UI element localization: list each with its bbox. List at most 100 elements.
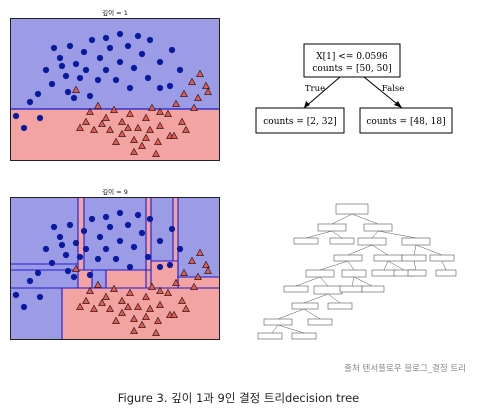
point-class-1	[194, 272, 202, 280]
tree-leaf-left	[255, 107, 345, 134]
point-class-1	[130, 135, 138, 143]
plot-title-depth-9: 깊이 = 9	[102, 188, 128, 196]
point-class-0	[42, 66, 50, 74]
point-class-0	[96, 233, 104, 241]
point-class-0	[26, 98, 34, 106]
scatter-plot-depth-9	[10, 197, 220, 340]
point-class-1	[102, 292, 110, 300]
point-class-1	[148, 282, 156, 290]
point-class-1	[82, 117, 90, 125]
point-class-0	[134, 211, 142, 219]
point-class-1	[172, 99, 180, 107]
point-class-1	[190, 282, 198, 290]
point-class-0	[20, 303, 28, 311]
point-class-1	[152, 149, 160, 157]
point-class-1	[112, 137, 120, 145]
point-class-0	[124, 42, 132, 50]
point-class-1	[156, 121, 164, 129]
point-class-1	[188, 256, 196, 264]
point-class-1	[118, 129, 126, 137]
point-class-1	[76, 302, 84, 310]
point-class-1	[170, 131, 178, 139]
point-class-0	[62, 72, 70, 80]
point-class-1	[194, 93, 202, 101]
point-class-1	[190, 103, 198, 111]
point-class-1	[182, 125, 190, 133]
point-class-1	[196, 69, 204, 77]
point-class-0	[70, 94, 78, 102]
point-class-0	[50, 223, 58, 231]
point-class-0	[48, 80, 56, 88]
point-class-1	[154, 137, 162, 145]
point-class-1	[164, 288, 172, 296]
point-class-1	[130, 326, 138, 334]
scatter-plot-depth-1	[10, 18, 220, 161]
point-class-1	[142, 292, 150, 300]
point-class-0	[50, 44, 58, 52]
point-class-0	[88, 215, 96, 223]
point-class-1	[76, 123, 84, 131]
tree-root-node	[303, 43, 401, 78]
point-class-0	[76, 74, 84, 82]
point-class-1	[130, 147, 138, 155]
point-class-1	[98, 298, 106, 306]
plot-frame	[10, 18, 220, 161]
point-class-0	[130, 64, 138, 72]
point-class-0	[66, 42, 74, 50]
point-class-1	[134, 302, 142, 310]
point-class-0	[58, 62, 66, 70]
point-class-1	[130, 314, 138, 322]
point-class-0	[62, 251, 70, 259]
point-class-0	[58, 241, 66, 249]
point-class-0	[34, 269, 42, 277]
point-class-0	[168, 225, 176, 233]
point-class-1	[180, 268, 188, 276]
point-class-1	[86, 107, 94, 115]
point-class-0	[96, 54, 104, 62]
root-condition: X[1] <= 0.0596	[316, 52, 388, 62]
point-class-0	[116, 209, 124, 217]
point-class-0	[146, 215, 154, 223]
source-note: 출처 텐서플로우 블로그_결정 트리	[344, 364, 466, 374]
point-class-1	[148, 103, 156, 111]
point-class-1	[202, 81, 210, 89]
edge-label-true: True	[305, 84, 325, 94]
point-class-0	[26, 277, 34, 285]
point-class-0	[112, 76, 120, 84]
point-class-0	[126, 84, 134, 92]
point-class-1	[94, 101, 102, 109]
point-class-1	[138, 141, 146, 149]
region-class-0	[10, 18, 220, 109]
point-class-0	[76, 253, 84, 261]
point-class-1	[102, 113, 110, 121]
point-class-0	[156, 263, 164, 271]
point-class-0	[80, 227, 88, 235]
point-class-1	[146, 125, 154, 133]
point-class-0	[156, 237, 164, 245]
point-class-0	[80, 48, 88, 56]
point-class-1	[118, 117, 126, 125]
root-counts: counts = [50, 50]	[312, 64, 391, 74]
point-class-0	[102, 66, 110, 74]
point-class-1	[146, 304, 154, 312]
point-class-1	[94, 280, 102, 288]
point-class-0	[72, 60, 80, 68]
point-class-0	[146, 36, 154, 44]
tree-nodes	[257, 203, 457, 340]
point-class-1	[172, 278, 180, 286]
point-class-0	[102, 213, 110, 221]
point-class-0	[116, 237, 124, 245]
point-class-1	[118, 296, 126, 304]
point-class-1	[72, 85, 80, 93]
point-class-1	[90, 125, 98, 133]
data-points	[12, 30, 212, 157]
point-class-0	[36, 114, 44, 122]
point-class-0	[102, 34, 110, 42]
plot-title-depth-1: 깊이 = 1	[102, 9, 128, 17]
point-class-1	[202, 260, 210, 268]
figure-caption: Figure 3. 깊이 1과 9인 결정 트리decision tree	[117, 391, 360, 405]
point-class-1	[156, 107, 164, 115]
point-class-0	[156, 84, 164, 92]
point-class-0	[20, 124, 28, 132]
point-class-0	[82, 66, 90, 74]
